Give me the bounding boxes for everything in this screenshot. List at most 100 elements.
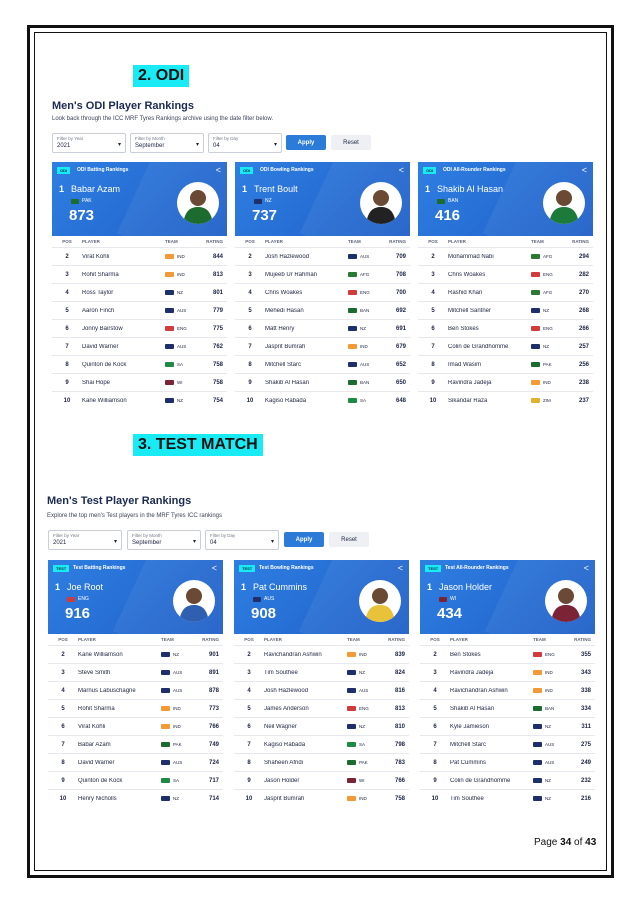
row-player[interactable]: Kyle Jamieson: [450, 723, 490, 730]
top-player-name[interactable]: Pat Cummins: [253, 582, 308, 592]
table-row[interactable]: 7 David Warner AUS 762: [52, 337, 227, 355]
row-player[interactable]: Shaheen Afridi: [264, 759, 304, 766]
table-row[interactable]: 5 Shakib Al Hasan BAN 334: [420, 699, 595, 717]
table-row[interactable]: 10 Kane Williamson NZ 754: [52, 391, 227, 409]
odi-filter-day[interactable]: Filter by Day 04 ▾: [208, 133, 282, 153]
row-player[interactable]: Colin de Grandhomme: [450, 777, 511, 784]
table-row[interactable]: 8 David Warner AUS 724: [48, 753, 223, 771]
row-player[interactable]: Shakib Al Hasan: [450, 705, 495, 712]
row-player[interactable]: Ben Stokes: [450, 651, 481, 658]
table-row[interactable]: 6 Kyle Jamieson NZ 311: [420, 717, 595, 735]
row-player[interactable]: Ben Stokes: [448, 325, 479, 332]
row-player[interactable]: Ravindra Jadeja: [450, 669, 494, 676]
row-player[interactable]: Tim Southee: [264, 669, 298, 676]
table-row[interactable]: 7 Jasprit Bumrah IND 679: [235, 337, 410, 355]
odi-apply-button[interactable]: Apply: [286, 135, 326, 150]
table-row[interactable]: 9 Shai Hope WI 758: [52, 373, 227, 391]
odi-filter-year[interactable]: Filter by Year 2021 ▾: [52, 133, 126, 153]
row-player[interactable]: Marnus Labuschagne: [78, 687, 136, 694]
table-row[interactable]: 10 Tim Southee NZ 216: [420, 789, 595, 807]
test-filter-month[interactable]: Filter by Month September ▾: [127, 530, 201, 550]
row-player[interactable]: Colin de Grandhomme: [448, 343, 509, 350]
row-player[interactable]: Jason Holder: [264, 777, 300, 784]
table-row[interactable]: 6 Virat Kohli IND 766: [48, 717, 223, 735]
row-player[interactable]: David Warner: [78, 759, 115, 766]
row-player[interactable]: Quinton de Kock: [78, 777, 123, 784]
table-row[interactable]: 9 Quinton de Kock SA 717: [48, 771, 223, 789]
row-player[interactable]: Kagiso Rabada: [264, 741, 306, 748]
table-row[interactable]: 3 Mujeeb Ur Rahman AFG 708: [235, 265, 410, 283]
row-player[interactable]: Shai Hope: [82, 379, 111, 386]
table-row[interactable]: 10 Sikandar Raza ZIM 237: [418, 391, 593, 409]
row-player[interactable]: James Anderson: [264, 705, 309, 712]
row-player[interactable]: Kane Williamson: [82, 397, 127, 404]
row-player[interactable]: Matt Henry: [265, 325, 295, 332]
row-player[interactable]: Mehedi Hasan: [265, 307, 304, 314]
table-row[interactable]: 3 Chris Woakes ENG 282: [418, 265, 593, 283]
table-row[interactable]: 3 Ravindra Jadeja IND 343: [420, 663, 595, 681]
table-row[interactable]: 3 Steve Smith AUS 891: [48, 663, 223, 681]
row-player[interactable]: Mitchell Santner: [448, 307, 492, 314]
table-row[interactable]: 5 Rohit Sharma IND 773: [48, 699, 223, 717]
row-player[interactable]: Virat Kohli: [78, 723, 106, 730]
table-row[interactable]: 4 Chris Woakes ENG 700: [235, 283, 410, 301]
table-row[interactable]: 10 Jasprit Bumrah IND 758: [234, 789, 409, 807]
row-player[interactable]: Pat Cummins: [450, 759, 487, 766]
table-row[interactable]: 4 Ross Taylor NZ 801: [52, 283, 227, 301]
table-row[interactable]: 2 Kane Williamson NZ 901: [48, 645, 223, 663]
row-player[interactable]: Neil Wagner: [264, 723, 297, 730]
table-row[interactable]: 6 Jonny Bairstow ENG 775: [52, 319, 227, 337]
row-player[interactable]: Jasprit Bumrah: [265, 343, 306, 350]
row-player[interactable]: Sikandar Raza: [448, 397, 488, 404]
share-icon[interactable]: <: [398, 165, 404, 175]
table-row[interactable]: 7 Mitchell Starc AUS 275: [420, 735, 595, 753]
table-row[interactable]: 10 Henry Nicholls NZ 714: [48, 789, 223, 807]
row-player[interactable]: Babar Azam: [78, 741, 111, 748]
table-row[interactable]: 6 Matt Henry NZ 691: [235, 319, 410, 337]
row-player[interactable]: Josh Hazlewood: [265, 253, 310, 260]
table-row[interactable]: 4 Marnus Labuschagne AUS 878: [48, 681, 223, 699]
table-row[interactable]: 2 Virat Kohli IND 844: [52, 247, 227, 265]
table-row[interactable]: 9 Jason Holder WI 766: [234, 771, 409, 789]
odi-reset-button[interactable]: Reset: [331, 135, 371, 150]
top-player-name[interactable]: Trent Boult: [254, 184, 298, 194]
row-player[interactable]: Jasprit Bumrah: [264, 795, 305, 802]
row-player[interactable]: Chris Woakes: [265, 289, 303, 296]
row-player[interactable]: Tim Southee: [450, 795, 484, 802]
table-row[interactable]: 3 Rohit Sharma IND 813: [52, 265, 227, 283]
test-reset-button[interactable]: Reset: [329, 532, 369, 547]
top-player-name[interactable]: Joe Root: [67, 582, 104, 592]
table-row[interactable]: 5 Mitchell Santner NZ 268: [418, 301, 593, 319]
share-icon[interactable]: <: [583, 563, 589, 573]
row-player[interactable]: Jonny Bairstow: [82, 325, 123, 332]
row-player[interactable]: Quinton de Kock: [82, 361, 127, 368]
table-row[interactable]: 9 Shakib Al Hasan BAN 650: [235, 373, 410, 391]
table-row[interactable]: 5 Mehedi Hasan BAN 692: [235, 301, 410, 319]
table-row[interactable]: 2 Ravichandran Ashwin IND 839: [234, 645, 409, 663]
table-row[interactable]: 6 Neil Wagner NZ 810: [234, 717, 409, 735]
table-row[interactable]: 5 James Anderson ENG 813: [234, 699, 409, 717]
row-player[interactable]: Ravindra Jadeja: [448, 379, 492, 386]
table-row[interactable]: 8 Imad Wasim PAK 256: [418, 355, 593, 373]
row-player[interactable]: Henry Nicholls: [78, 795, 117, 802]
table-row[interactable]: 4 Ravichandran Ashwin IND 338: [420, 681, 595, 699]
test-filter-day[interactable]: Filter by Day 04 ▾: [205, 530, 279, 550]
table-row[interactable]: 10 Kagiso Rabada SA 648: [235, 391, 410, 409]
row-player[interactable]: Steve Smith: [78, 669, 111, 676]
row-player[interactable]: Rohit Sharma: [82, 271, 119, 278]
row-player[interactable]: Josh Hazlewood: [264, 687, 309, 694]
table-row[interactable]: 8 Pat Cummins AUS 249: [420, 753, 595, 771]
table-row[interactable]: 2 Mohammad Nabi AFG 294: [418, 247, 593, 265]
row-player[interactable]: Ravichandran Ashwin: [264, 651, 322, 658]
row-player[interactable]: Imad Wasim: [448, 361, 482, 368]
top-player-name[interactable]: Jason Holder: [439, 582, 493, 592]
row-player[interactable]: Mohammad Nabi: [448, 253, 494, 260]
share-icon[interactable]: <: [581, 165, 587, 175]
row-player[interactable]: Mitchell Starc: [265, 361, 302, 368]
row-player[interactable]: Mujeeb Ur Rahman: [265, 271, 318, 278]
table-row[interactable]: 9 Ravindra Jadeja IND 238: [418, 373, 593, 391]
test-filter-year[interactable]: Filter by Year 2021 ▾: [48, 530, 122, 550]
table-row[interactable]: 6 Ben Stokes ENG 266: [418, 319, 593, 337]
row-player[interactable]: Ravichandran Ashwin: [450, 687, 508, 694]
top-player-name[interactable]: Babar Azam: [71, 184, 121, 194]
